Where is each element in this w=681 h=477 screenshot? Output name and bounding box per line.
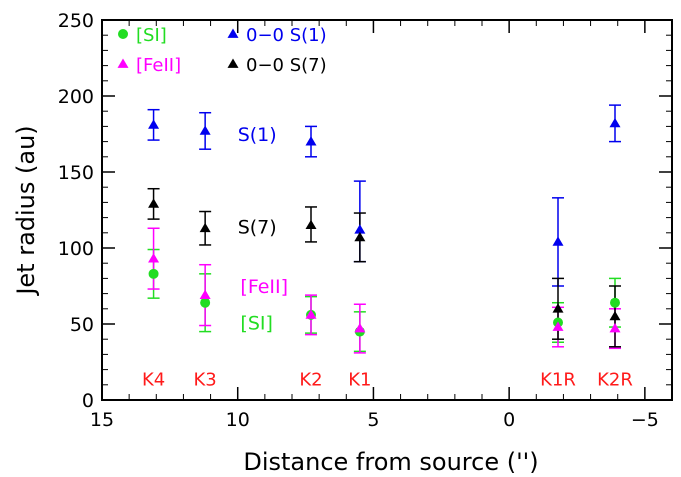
knot-label: K2 <box>299 370 322 391</box>
legend-marker-s1 <box>227 28 239 38</box>
data-point-si <box>610 297 620 308</box>
data-point-feii <box>148 253 160 263</box>
y-tick-label: 150 <box>58 162 94 184</box>
y-tick-label: 0 <box>82 390 94 412</box>
data-point-s1 <box>305 136 317 146</box>
data-point-si <box>148 268 159 279</box>
data-point-s7 <box>305 219 317 230</box>
data-point-s7 <box>199 222 211 233</box>
legend-label-s7: 0−0 S(7) <box>246 55 327 76</box>
y-tick-label: 100 <box>58 238 94 260</box>
data-point-s1 <box>609 117 621 128</box>
knot-labels: K4 K3 K2 K1 K1R K2R <box>142 370 633 391</box>
knot-label: K3 <box>194 370 217 391</box>
data-point-s7 <box>552 303 564 313</box>
data-point-si <box>200 297 211 308</box>
knot-label: K4 <box>142 370 165 391</box>
annotation-label: S(7) <box>238 217 277 239</box>
data-point-s1 <box>552 236 564 246</box>
knot-label: K2R <box>597 370 633 391</box>
data-point-s7 <box>354 231 366 242</box>
data-point-feii <box>552 321 564 331</box>
x-tick-label: 0 <box>503 409 515 431</box>
data-markers <box>148 117 621 337</box>
axes <box>101 19 673 401</box>
data-point-s1 <box>148 119 160 129</box>
x-axis-label: Distance from source ('') <box>243 448 538 476</box>
y-tick-label: 200 <box>58 86 94 108</box>
data-point-s7 <box>609 310 621 321</box>
data-point-feii <box>354 323 366 333</box>
data-point-feii <box>199 289 211 299</box>
annotation-label: [SI] <box>240 312 273 334</box>
legend: [SI] [FeII] 0−0 S(1) 0−0 S(7) <box>117 25 327 76</box>
data-point-s7 <box>148 198 160 208</box>
x-tick-label: 10 <box>226 409 250 431</box>
y-tick-label: 250 <box>58 10 94 32</box>
error-bars <box>147 104 621 354</box>
y-axis-label: Jet radius (au) <box>12 125 40 296</box>
legend-marker-si <box>118 29 128 39</box>
x-tick-label: 5 <box>367 409 379 431</box>
legend-label-si: [SI] <box>136 25 167 46</box>
legend-marker-s7 <box>227 58 239 68</box>
data-point-s1 <box>199 125 211 135</box>
plot-frame <box>101 19 673 401</box>
annotation-label: S(1) <box>238 124 277 146</box>
legend-label-s1: 0−0 S(1) <box>246 25 327 46</box>
y-tick-label: 50 <box>70 314 94 336</box>
x-tick-label: 15 <box>90 409 114 431</box>
annotations: S(1) S(7) [FeII] [SI] <box>238 124 288 334</box>
legend-label-feii: [FeII] <box>136 55 181 76</box>
data-point-feii <box>609 323 621 333</box>
knot-label: K1R <box>540 370 576 391</box>
data-point-s1 <box>354 224 366 234</box>
data-point-feii <box>305 309 317 319</box>
annotation-label: [FeII] <box>240 276 288 298</box>
knot-label: K1 <box>348 370 371 391</box>
x-tick-label: −5 <box>631 409 659 431</box>
legend-marker-feii <box>117 58 129 68</box>
